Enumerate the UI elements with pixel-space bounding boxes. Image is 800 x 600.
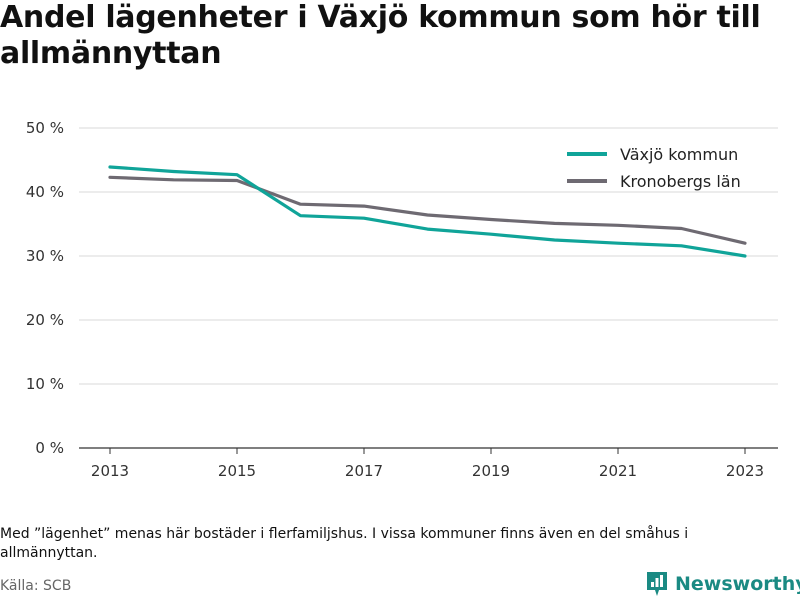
y-axis-ticks: 0 % 10 % 20 % 30 % 40 % 50 %	[26, 119, 64, 457]
y-tick-label: 40 %	[26, 183, 64, 201]
x-tick-label: 2023	[726, 462, 764, 480]
gridlines	[79, 127, 778, 449]
x-axis-ticks: 2013 2015 2017 2019 2021 2023	[91, 448, 764, 480]
legend-label: Kronobergs län	[620, 172, 741, 191]
legend: Växjö kommun Kronobergs län	[567, 145, 741, 191]
series-lines	[108, 165, 747, 258]
y-tick-label: 30 %	[26, 247, 64, 265]
x-tick-label: 2015	[218, 462, 256, 480]
footnote: Med ”lägenhet” menas här bostäder i fler…	[0, 526, 689, 561]
brand-logo[interactable]: Newsworthy	[645, 569, 800, 599]
x-tick-label: 2019	[472, 462, 510, 480]
legend-label: Växjö kommun	[620, 145, 738, 164]
y-tick-label: 10 %	[26, 375, 64, 393]
x-tick-label: 2013	[91, 462, 129, 480]
y-tick-label: 50 %	[26, 119, 64, 137]
newsworthy-logo-icon	[647, 572, 667, 596]
y-tick-label: 20 %	[26, 311, 64, 329]
source-text: Källa: SCB	[0, 578, 72, 594]
brand-name: Newsworthy	[675, 573, 800, 595]
x-tick-label: 2021	[599, 462, 637, 480]
y-tick-label: 0 %	[35, 439, 64, 457]
line-chart: 0 % 10 % 20 % 30 % 40 % 50 % 2013 2015 2017 2019…	[26, 119, 778, 480]
series-line-kronobergs-län	[108, 175, 747, 245]
x-tick-label: 2017	[345, 462, 383, 480]
series-line-växjö-kommun	[108, 165, 747, 258]
chart-title: Andel lägenheter i Växjö kommun som hör …	[0, 0, 761, 71]
